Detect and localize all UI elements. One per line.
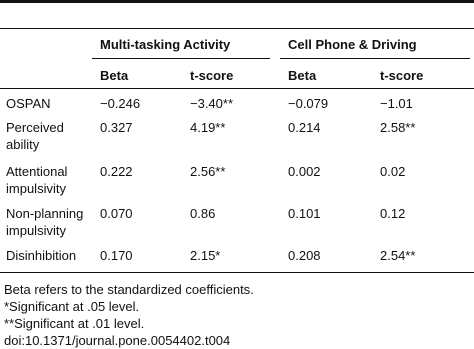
cell: 0.327 — [100, 120, 133, 135]
group-rule — [280, 58, 470, 59]
column-header: Beta — [100, 68, 129, 83]
column-header: t-score — [190, 68, 234, 83]
footnote: doi:10.1371/journal.pone.0054402.t004 — [4, 333, 231, 348]
cell: 0.222 — [100, 164, 133, 179]
cell: 0.214 — [288, 120, 321, 135]
row-label: OSPAN — [6, 96, 51, 111]
bottom-rule — [0, 272, 474, 273]
row-label: Disinhibition — [6, 248, 77, 263]
row-label: Attentional impulsivity — [6, 164, 68, 196]
cell: 0.070 — [100, 206, 133, 221]
cell: 0.101 — [288, 206, 321, 221]
cell: −3.40** — [190, 96, 234, 111]
cell: −1.01 — [380, 96, 413, 111]
footnote: Beta refers to the standardized coeffici… — [4, 282, 254, 297]
group-header: Cell Phone & Driving — [288, 37, 417, 52]
column-header: Beta — [288, 68, 317, 83]
cell: 0.86 — [190, 206, 216, 221]
cell: 4.19** — [190, 120, 226, 135]
cell: 2.56** — [190, 164, 226, 179]
footnote: **Significant at .01 level. — [4, 316, 145, 331]
top-rule — [0, 0, 474, 3]
cell: 0.002 — [288, 164, 321, 179]
cell: −0.246 — [100, 96, 141, 111]
cell: 2.15* — [190, 248, 221, 263]
cell: 0.170 — [100, 248, 133, 263]
cell: 0.12 — [380, 206, 406, 221]
cell: 2.58** — [380, 120, 416, 135]
group-rule — [92, 58, 270, 59]
column-header: t-score — [380, 68, 424, 83]
footnote: *Significant at .05 level. — [4, 299, 140, 314]
cell: −0.079 — [288, 96, 329, 111]
subheader-rule — [0, 88, 474, 89]
header-rule — [0, 28, 474, 29]
row-label: Perceived ability — [6, 120, 64, 152]
row-label: Non-planning impulsivity — [6, 206, 84, 238]
cell: 0.208 — [288, 248, 321, 263]
cell: 2.54** — [380, 248, 416, 263]
group-header: Multi-tasking Activity — [100, 37, 231, 52]
cell: 0.02 — [380, 164, 406, 179]
